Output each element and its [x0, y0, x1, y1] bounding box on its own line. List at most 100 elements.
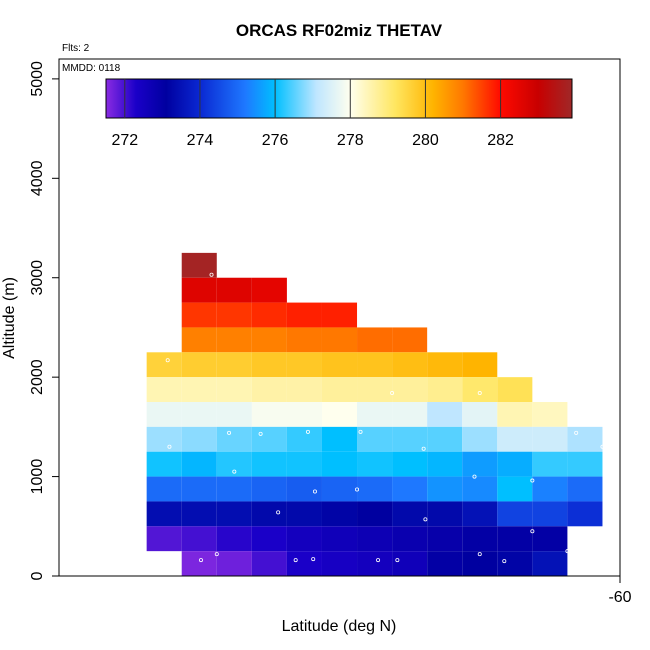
plot-frame — [58, 58, 621, 577]
heatmap-cell — [427, 402, 463, 427]
heatmap-cell — [462, 526, 498, 552]
heatmap-cell — [321, 402, 358, 427]
colorbar: 272 274 276 278 280 282 — [105, 78, 573, 149]
sample-point — [376, 558, 381, 563]
heatmap-cell — [532, 501, 568, 527]
heatmap-cell — [567, 451, 603, 477]
heatmap-cell — [392, 476, 428, 502]
heatmap-cell — [216, 551, 252, 576]
heatmap-cell — [392, 402, 428, 427]
heatmap-cell — [251, 377, 287, 403]
heatmap-cell — [392, 526, 428, 552]
heatmap-cell — [251, 451, 287, 477]
heatmap-cell — [251, 327, 287, 353]
heatmap-cell — [357, 327, 393, 353]
heatmap-cells — [146, 252, 603, 576]
heatmap-cell — [181, 526, 217, 552]
y-axis-label: Altitude (m) — [1, 277, 18, 359]
heatmap-cell — [321, 551, 358, 576]
heatmap-cell — [357, 451, 393, 477]
sample-point — [134, 531, 139, 536]
sample-points — [134, 272, 605, 564]
heatmap-cell — [286, 302, 322, 328]
colorbar-tick-label: 278 — [337, 132, 364, 149]
heatmap-cell — [146, 377, 182, 403]
heatmap-cell — [497, 501, 533, 527]
sample-point — [358, 429, 363, 434]
heatmap-cell — [146, 476, 182, 502]
heatmap-cell — [497, 551, 533, 576]
heatmap-cell — [567, 476, 603, 502]
heatmap-cell — [286, 352, 322, 378]
heatmap-cell — [216, 277, 252, 303]
heatmap-cell — [216, 302, 252, 328]
heatmap-cell — [392, 377, 428, 403]
heatmap-cell — [497, 402, 533, 427]
sample-point — [477, 391, 482, 396]
heatmap-cell — [497, 377, 533, 403]
heatmap-cell — [286, 451, 322, 477]
sample-point — [214, 552, 219, 557]
heatmap-cell — [251, 302, 287, 328]
sample-point — [390, 391, 395, 396]
sample-point — [165, 358, 170, 363]
heatmap-cell — [321, 327, 358, 353]
heatmap-cell — [286, 526, 322, 552]
heatmap-cell — [427, 377, 463, 403]
heatmap-cell — [251, 501, 287, 527]
sample-point — [477, 552, 482, 557]
heatmap-cell — [392, 451, 428, 477]
sample-point — [421, 446, 426, 451]
heatmap-cell — [462, 551, 498, 576]
heatmap-cell — [567, 426, 603, 452]
heatmap-cell — [357, 501, 393, 527]
mmdd-note: MMDD: 0118 — [62, 63, 121, 74]
heatmap-cell — [216, 501, 252, 527]
heatmap-cell — [497, 476, 533, 502]
sample-point — [293, 558, 298, 563]
heatmap-cell — [462, 451, 498, 477]
heatmap-cell — [251, 352, 287, 378]
heatmap-cell — [251, 277, 287, 303]
heatmap-cell — [462, 501, 498, 527]
heatmap-cell — [497, 426, 533, 452]
heatmap-cell — [146, 402, 182, 427]
sample-point — [600, 444, 605, 449]
heatmap-cell — [216, 476, 252, 502]
heatmap-cell — [427, 352, 463, 378]
colorbar-tick-label: 276 — [262, 132, 289, 149]
heatmap-cell — [392, 352, 428, 378]
heatmap-cell — [567, 501, 603, 527]
heatmap-cell — [462, 352, 498, 378]
heatmap-cell — [321, 476, 358, 502]
sample-point — [276, 510, 281, 515]
heatmap-cell — [146, 352, 182, 378]
heatmap-cell — [462, 402, 498, 427]
heatmap-cell — [392, 551, 428, 576]
sample-point — [312, 489, 317, 494]
heatmap-cell — [181, 476, 217, 502]
colorbar-tick-label: 280 — [412, 132, 439, 149]
heatmap-cell — [392, 501, 428, 527]
colorbar-tick-label: 274 — [187, 132, 214, 149]
heatmap-cell — [532, 426, 568, 452]
heatmap-cell — [286, 426, 322, 452]
colorbar-ticks: 272 274 276 278 280 282 — [111, 79, 514, 149]
sample-point — [502, 559, 507, 564]
heatmap-cell — [216, 426, 252, 452]
colorbar-tick-label: 282 — [487, 132, 514, 149]
heatmap-cell — [251, 551, 287, 576]
heatmap-cell — [181, 252, 217, 278]
heatmap-cell — [321, 501, 358, 527]
heatmap-cell — [321, 426, 358, 452]
heatmap-cell — [462, 377, 498, 403]
y-tick-label: 3000 — [29, 260, 46, 296]
heatmap-cell — [251, 526, 287, 552]
heatmap-cell — [532, 476, 568, 502]
y-tick-label: 4000 — [29, 160, 46, 196]
heatmap-cell — [357, 526, 393, 552]
heatmap-cell — [216, 451, 252, 477]
heatmap-cell — [392, 426, 428, 452]
colorbar-gradient — [105, 78, 573, 119]
heatmap-cell — [216, 526, 252, 552]
